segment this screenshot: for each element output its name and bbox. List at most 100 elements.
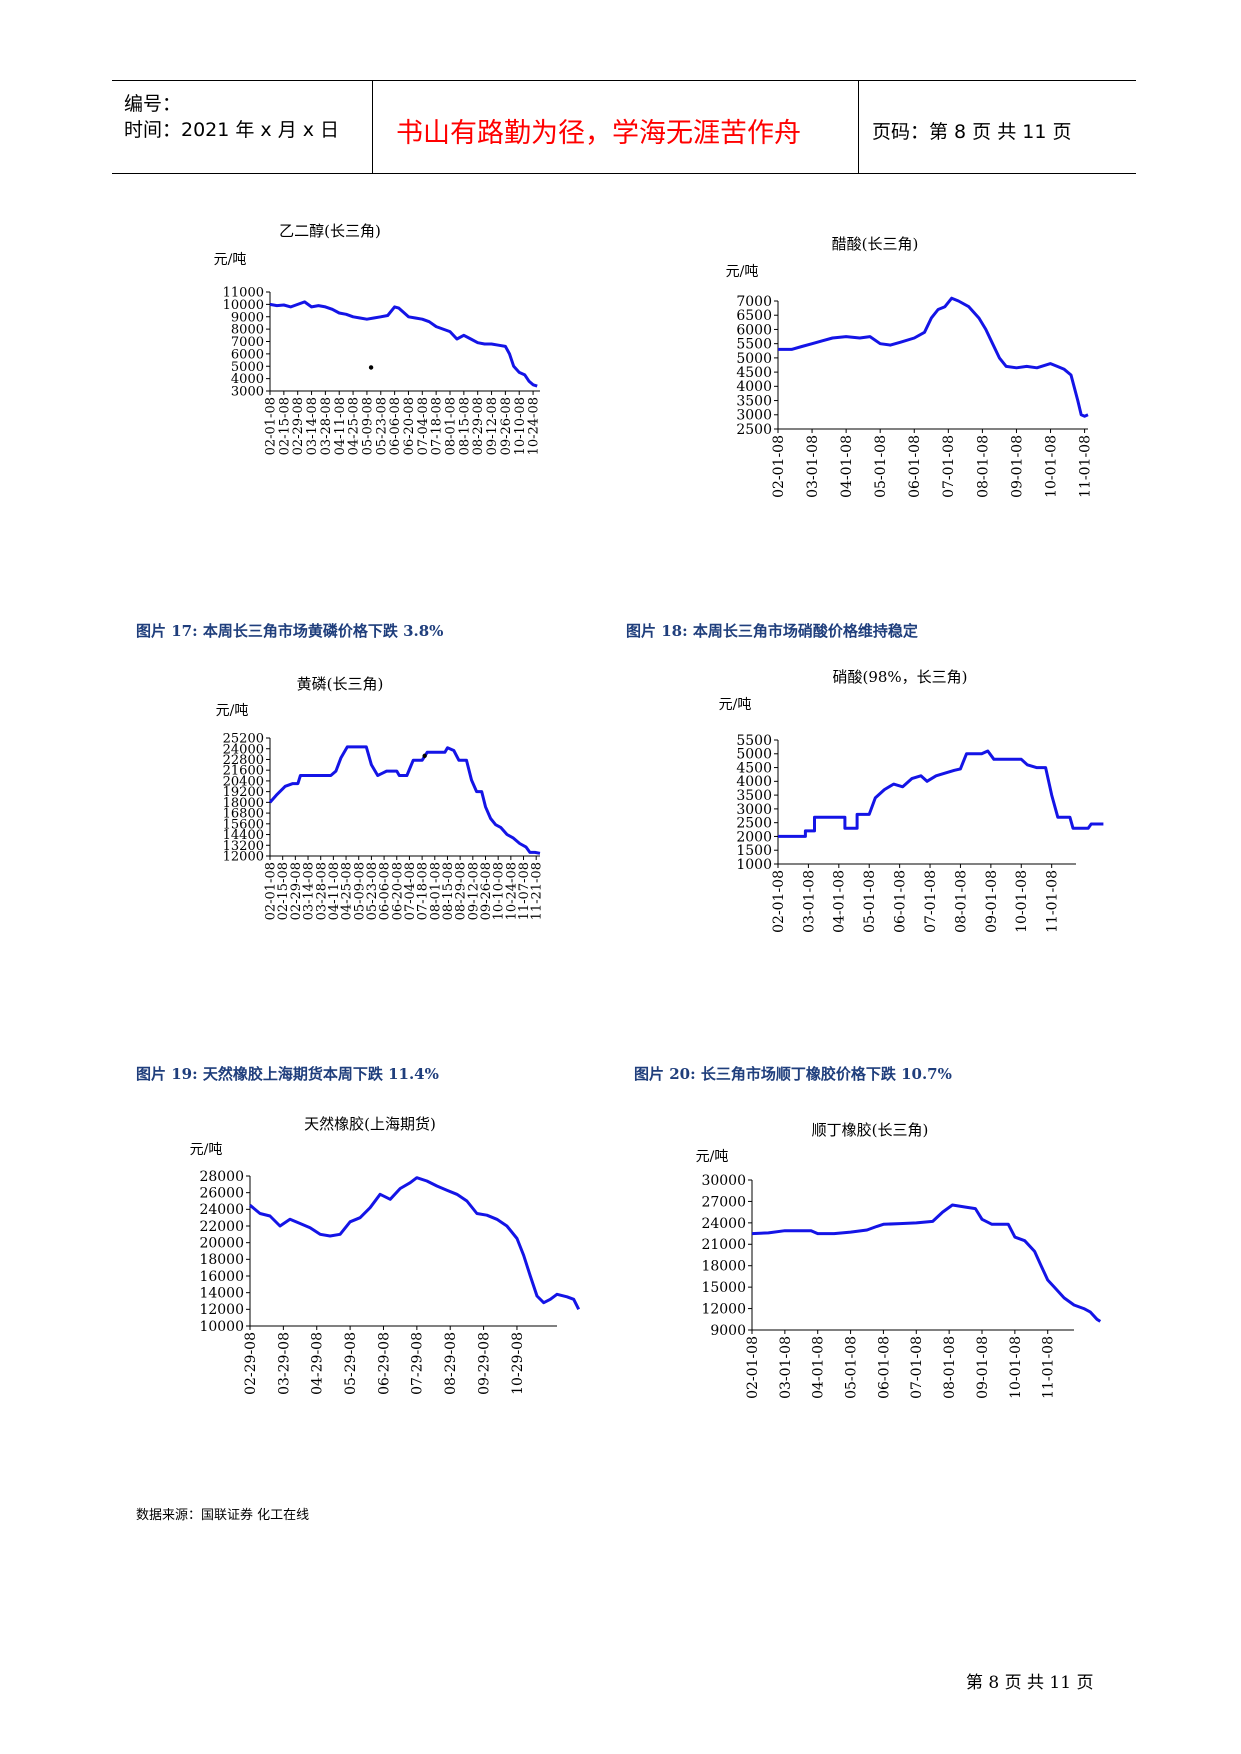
x-tick-label: 10-01-08: [1014, 870, 1030, 933]
x-tick-label: 08-01-08: [428, 862, 443, 920]
header-motto: 书山有路勤为径，学海无涯苦作舟: [396, 118, 801, 149]
y-tick-label: 10000: [223, 298, 264, 313]
y-tick-label: 1500: [736, 843, 772, 859]
x-tick-label: 09-01-08: [975, 1336, 991, 1399]
page-footer: 第 8 页 共 11 页: [966, 1673, 1094, 1693]
x-tick-label: 10-24-08: [527, 397, 542, 455]
caption-fig19: 图片 19: 天然橡胶上海期货本周下跌 11.4%: [136, 1065, 439, 1083]
y-tick-label: 5000: [231, 360, 264, 375]
y-axis-unit-label: 元/吨: [726, 264, 759, 280]
y-tick-label: 9000: [231, 310, 264, 325]
x-tick-label: 09-12-08: [466, 862, 481, 920]
x-tick-label: 03-28-08: [314, 862, 329, 920]
x-tick-label: 02-01-08: [771, 435, 787, 498]
y-tick-label: 18000: [199, 1252, 244, 1268]
y-tick-label: 5500: [736, 337, 772, 353]
x-tick-label: 11-21-08: [530, 862, 545, 920]
series-line: [249, 1176, 581, 1310]
y-tick-label: 3500: [736, 788, 772, 804]
x-tick-label: 10-10-08: [513, 397, 528, 455]
x-tick-label: 06-06-08: [388, 397, 403, 455]
chart-title: 硝酸(98%，长三角): [832, 668, 967, 686]
data-marker: [368, 365, 374, 370]
x-tick-label: 06-01-08: [876, 1336, 892, 1399]
series-line: [778, 749, 1104, 838]
x-tick-label: 06-01-08: [907, 435, 923, 498]
y-tick-label: 11000: [223, 286, 264, 301]
y-tick-label: 25200: [223, 732, 264, 747]
y-tick-label: 30000: [701, 1173, 746, 1189]
y-tick-label: 14000: [199, 1286, 244, 1302]
x-tick-label: 08-29-08: [471, 397, 486, 455]
y-tick-label: 4000: [736, 379, 772, 395]
x-tick-label: 07-18-08: [430, 397, 445, 455]
x-tick-label: 02-15-08: [276, 862, 291, 920]
header-divider-left: [372, 81, 373, 173]
x-tick-label: 04-01-08: [811, 1336, 827, 1399]
x-tick-label: 11-07-08: [517, 862, 532, 920]
y-tick-label: 5000: [736, 351, 772, 367]
y-tick-label: 21600: [223, 764, 264, 779]
y-tick-label: 4000: [736, 774, 772, 790]
y-tick-label: 3000: [231, 385, 264, 400]
y-tick-label: 12000: [223, 850, 264, 865]
data-source-note: 数据来源：国联证券 化工在线: [136, 1508, 310, 1523]
x-tick-label: 09-12-08: [485, 397, 500, 455]
y-tick-label: 12000: [199, 1302, 244, 1318]
x-tick-label: 04-25-08: [347, 397, 362, 455]
x-tick-label: 05-09-08: [352, 862, 367, 920]
chart-butadiene-rubber: 顺丁橡胶(长三角) 元/吨 9000 12000 15000 18000 21000 2400…: [696, 1121, 1102, 1399]
y-tick-label: 16800: [223, 807, 264, 822]
y-tick-label: 2500: [736, 422, 772, 438]
y-tick-label: 18000: [701, 1259, 746, 1275]
y-tick-label: 6000: [231, 347, 264, 362]
y-tick-label: 24000: [199, 1202, 244, 1218]
y-tick-label: 15000: [701, 1280, 746, 1296]
x-tick-label: 05-23-08: [365, 862, 380, 920]
x-tick-label: 04-01-08: [839, 435, 855, 498]
x-tick-label: 02-29-08: [289, 862, 304, 920]
x-tick-label: 04-29-08: [310, 1332, 326, 1395]
page-label: 页码：第 8 页 共 11 页: [872, 121, 1072, 143]
x-tick-label: 04-25-08: [340, 862, 355, 920]
x-tick-label: 02-01-08: [745, 1336, 761, 1399]
x-tick-label: 10-29-08: [510, 1332, 526, 1395]
x-tick-label: 06-20-08: [390, 862, 405, 920]
x-tick-label: 06-20-08: [402, 397, 417, 455]
x-tick-label: 09-01-08: [984, 870, 1000, 933]
x-tick-label: 11-01-08: [1041, 1336, 1057, 1399]
series-line: [268, 745, 541, 855]
x-tick-label: 05-09-08: [360, 397, 375, 455]
x-tick-label: 03-14-08: [305, 397, 320, 455]
x-tick-label: 11-01-08: [1077, 435, 1093, 498]
y-tick-label: 4000: [231, 372, 264, 387]
y-tick-label: 7000: [231, 335, 264, 350]
y-tick-label: 1000: [736, 857, 772, 873]
x-tick-label: 10-01-08: [1008, 1336, 1024, 1399]
x-tick-label: 06-01-08: [893, 870, 909, 933]
y-tick-label: 6000: [736, 322, 772, 338]
x-tick-label: 05-01-08: [862, 870, 878, 933]
y-axis-unit-label: 元/吨: [216, 703, 249, 719]
serial-label: 编号：: [124, 93, 182, 115]
caption-fig20: 图片 20: 长三角市场顺丁橡胶价格下跌 10.7%: [634, 1065, 952, 1083]
chart-natural-rubber: 天然橡胶(上海期货) 元/吨 100001200014000160001800020…: [190, 1115, 581, 1395]
x-tick-label: 02-15-08: [277, 397, 292, 455]
x-tick-label: 04-11-08: [333, 397, 348, 455]
y-axis-unit-label: 元/吨: [696, 1149, 729, 1165]
chart-title: 乙二醇(长三角): [279, 222, 381, 240]
y-tick-label: 26000: [199, 1186, 244, 1202]
series-line: [751, 1203, 1102, 1323]
x-tick-label: 10-10-08: [492, 862, 507, 920]
x-tick-label: 09-29-08: [476, 1332, 492, 1395]
y-tick-label: 8000: [231, 323, 264, 338]
x-tick-label: 04-01-08: [832, 870, 848, 933]
x-tick-label: 05-23-08: [374, 397, 389, 455]
y-tick-label: 3000: [736, 408, 772, 424]
x-tick-label: 08-29-08: [443, 1332, 459, 1395]
x-tick-label: 09-26-08: [479, 862, 494, 920]
header-divider-right: [858, 81, 859, 173]
page-header: 编号： 时间：2021 年 x 月 x 日 书山有路勤为径，学海无涯苦作舟 页码…: [112, 80, 1136, 174]
y-axis-unit-label: 元/吨: [719, 697, 752, 713]
x-tick-label: 03-14-08: [302, 862, 317, 920]
